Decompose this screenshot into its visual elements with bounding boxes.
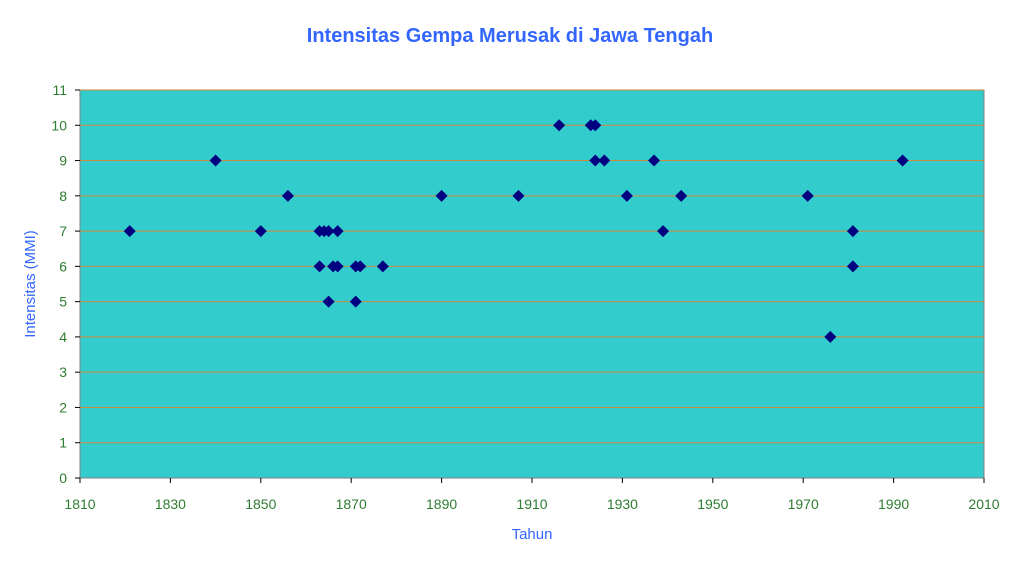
data-point (331, 260, 344, 273)
x-axis-ticks: 1810 1830 1850 1870 1890 1910 1930 1950 1970 1990… (64, 478, 1000, 512)
gridlines (80, 89, 984, 444)
y-tick-label: 1 (59, 435, 67, 451)
plot-area (79, 89, 985, 479)
y-axis-ticks: 0 1 2 3 4 5 6 7 8 9 10 11 (51, 82, 80, 486)
x-tick-label: 1970 (788, 496, 819, 512)
data-point (376, 260, 389, 273)
data-point (801, 189, 814, 202)
x-tick-label: 1870 (336, 496, 367, 512)
y-tick-label: 2 (59, 399, 67, 415)
x-tick-label: 1810 (64, 496, 95, 512)
data-points (123, 119, 909, 343)
data-point (354, 260, 367, 273)
data-point (313, 260, 326, 273)
data-point (209, 154, 222, 167)
y-tick-label: 3 (59, 364, 67, 380)
data-point (589, 119, 602, 132)
data-point (896, 154, 909, 167)
data-point (648, 154, 661, 167)
y-tick-label: 10 (51, 117, 67, 133)
data-point (846, 225, 859, 238)
x-tick-label: 1850 (245, 496, 276, 512)
y-tick-label: 7 (59, 223, 67, 239)
chart-title: Intensitas Gempa Merusak di Jawa Tengah (307, 25, 713, 47)
x-tick-label: 1830 (155, 496, 186, 512)
data-point (435, 189, 448, 202)
y-tick-label: 8 (59, 188, 67, 204)
data-point (254, 225, 267, 238)
data-point (512, 189, 525, 202)
x-tick-label: 1930 (607, 496, 638, 512)
y-tick-label: 6 (59, 258, 67, 274)
data-point (322, 225, 335, 238)
data-point (322, 295, 335, 308)
data-point (331, 225, 344, 238)
x-tick-label: 1950 (697, 496, 728, 512)
x-tick-label: 1990 (878, 496, 909, 512)
x-tick-label: 2010 (968, 496, 999, 512)
data-point (657, 225, 670, 238)
data-point (824, 330, 837, 343)
y-tick-label: 4 (59, 329, 67, 345)
data-point (620, 189, 633, 202)
y-axis-label: Intensitas (MMI) (22, 230, 39, 338)
data-point (123, 225, 136, 238)
data-point (553, 119, 566, 132)
x-tick-label: 1890 (426, 496, 457, 512)
y-tick-label: 0 (59, 470, 67, 486)
y-tick-label: 9 (59, 153, 67, 169)
y-tick-label: 5 (59, 294, 67, 310)
data-point (675, 189, 688, 202)
data-point (349, 295, 362, 308)
data-point (589, 154, 602, 167)
data-point (598, 154, 611, 167)
data-point (846, 260, 859, 273)
data-point (281, 189, 294, 202)
x-axis-label: Tahun (512, 526, 553, 543)
x-tick-label: 1910 (516, 496, 547, 512)
y-tick-label: 11 (52, 82, 67, 98)
